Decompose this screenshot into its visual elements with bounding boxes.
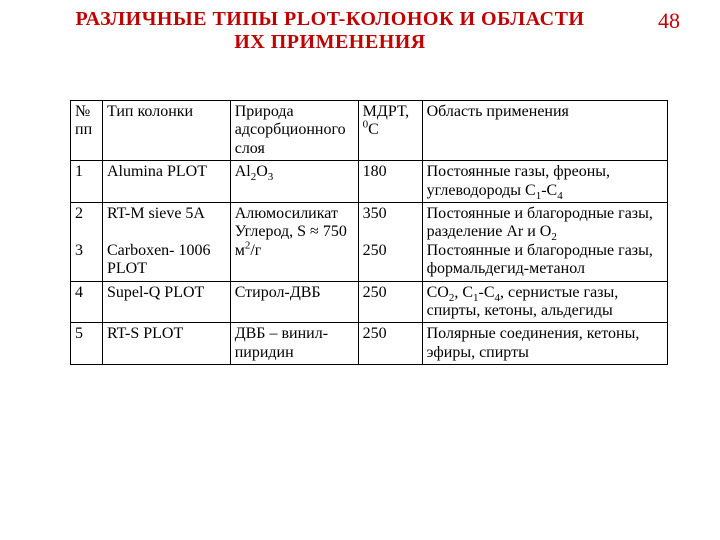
title-line1: РАЗЛИЧНЫЕ ТИПЫ PLOT-КОЛОНОК И ОБЛАСТИ (76, 8, 585, 30)
cell-nature: Стирол-ДВБ (230, 281, 358, 323)
app-prefix: Постоянные газы, фреоны, углеводороды С (427, 163, 610, 198)
header-type: Тип колонки (102, 101, 230, 161)
cell-nature: Алюмосиликат Углерод, S ≈ 750 м2/г (230, 202, 358, 281)
cell-application: Постоянные газы, фреоны, углеводороды С1… (422, 161, 667, 203)
nature-prefix: Al (235, 163, 251, 180)
plot-columns-table: № пп Тип колонки Природа адсорбционного … (70, 100, 668, 365)
nature-mid: O (256, 163, 268, 180)
cell-mdrt: 250 (358, 323, 422, 365)
cell-type: RT-S PLOT (102, 323, 230, 365)
app-a-prefix: Постоянные и благородные газы, разделени… (427, 205, 653, 240)
title-line2: ИХ ПРИМЕНЕНИЯ (234, 31, 426, 53)
page-number: 48 (658, 8, 680, 34)
cell-type: Supel-Q PLOT (102, 281, 230, 323)
header-mdrt: МДРТ, 0С (358, 101, 422, 161)
cell-mdrt: 180 (358, 161, 422, 203)
cell-mdrt: 250 (358, 281, 422, 323)
cell-type-a: RT-M sieve 5A (107, 205, 205, 222)
header-num: № пп (71, 101, 103, 161)
cell-application: Постоянные и благородные газы, разделени… (422, 202, 667, 281)
app-prefix: CO (427, 284, 449, 301)
cell-nature: ДВБ – винил-пиридин (230, 323, 358, 365)
cell-type: RT-M sieve 5A Carboxen- 1006 PLOT (102, 202, 230, 281)
mdrt-a: 350 (363, 205, 387, 222)
app-mid1: , C (454, 284, 473, 301)
cell-num: 1 (71, 161, 103, 203)
mdrt-b: 250 (363, 242, 387, 259)
table-container: № пп Тип колонки Природа адсорбционного … (70, 100, 668, 365)
header-nature: Природа адсорбционного слоя (230, 101, 358, 161)
table-header-row: № пп Тип колонки Природа адсорбционного … (71, 101, 668, 161)
cell-type: Alumina PLOT (102, 161, 230, 203)
cell-num: 5 (71, 323, 103, 365)
nature-b-suffix: /г (250, 242, 261, 259)
table-row: 1 Alumina PLOT Al2O3 180 Постоянные газы… (71, 161, 668, 203)
app-b: Постоянные и благородные газы, формальде… (427, 242, 653, 277)
table-row: 4 Supel-Q PLOT Стирол-ДВБ 250 CO2, C1-C4… (71, 281, 668, 323)
title-block: РАЗЛИЧНЫЕ ТИПЫ PLOT-КОЛОНОК И ОБЛАСТИ ИХ… (70, 8, 590, 54)
page-title: РАЗЛИЧНЫЕ ТИПЫ PLOT-КОЛОНОК И ОБЛАСТИ ИХ… (70, 8, 590, 54)
cell-application: CO2, C1-C4, сернистые газы, спирты, кето… (422, 281, 667, 323)
nature-sub2: 3 (268, 171, 274, 183)
cell-type-b: Carboxen- 1006 PLOT (107, 242, 211, 277)
cell-num-b: 3 (75, 242, 83, 259)
header-mdrt-unit: С (368, 121, 379, 138)
table-row: 5 RT-S PLOT ДВБ – винил-пиридин 250 Поля… (71, 323, 668, 365)
cell-nature: Al2O3 (230, 161, 358, 203)
header-mdrt-prefix: МДРТ, (363, 103, 409, 120)
header-application: Область применения (422, 101, 667, 161)
cell-application: Полярные соединения, кетоны, эфиры, спир… (422, 323, 667, 365)
table-row: 2 3 RT-M sieve 5A Carboxen- 1006 PLOT Ал… (71, 202, 668, 281)
cell-num: 4 (71, 281, 103, 323)
nature-a: Алюмосиликат (235, 205, 338, 222)
cell-num-a: 2 (75, 205, 83, 222)
slide: РАЗЛИЧНЫЕ ТИПЫ PLOT-КОЛОНОК И ОБЛАСТИ ИХ… (0, 0, 720, 540)
app-mid2: -C (479, 284, 495, 301)
app-mid: -С (541, 182, 557, 199)
cell-mdrt: 350 250 (358, 202, 422, 281)
cell-num: 2 3 (71, 202, 103, 281)
app-sub2: 4 (557, 190, 563, 202)
